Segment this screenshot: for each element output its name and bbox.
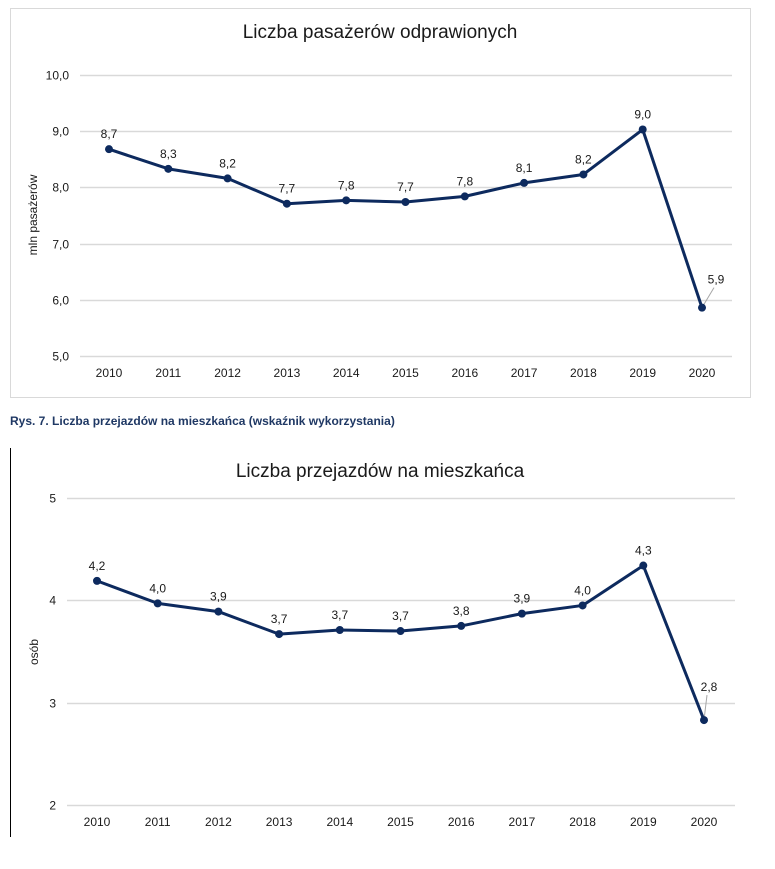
data-point: [335, 626, 344, 635]
chart-title: Liczba przejazdów na mieszkańca: [236, 461, 525, 482]
x-tick-label: 2020: [691, 815, 718, 829]
y-axis-label: osób: [27, 639, 41, 665]
x-tick-label: 2013: [266, 815, 293, 829]
x-tick-label: 2016: [448, 815, 475, 829]
data-label: 7,8: [338, 178, 355, 192]
x-tick-label: 2019: [630, 815, 657, 829]
x-tick-label: 2011: [155, 366, 181, 380]
data-label: 3,7: [271, 612, 288, 626]
data-label: 2,8: [701, 680, 718, 694]
data-label: 8,3: [160, 147, 177, 161]
data-point: [214, 607, 223, 616]
data-label: 7,7: [279, 182, 296, 196]
y-tick-label: 2: [49, 799, 56, 813]
data-point: [639, 561, 648, 570]
x-tick-label: 2014: [326, 815, 353, 829]
data-point: [93, 576, 101, 585]
data-point: [579, 170, 588, 179]
y-tick-label: 9,0: [52, 125, 69, 139]
data-point: [153, 599, 162, 608]
data-label: 5,9: [708, 273, 725, 287]
data-point: [698, 303, 706, 312]
x-tick-label: 2020: [689, 366, 716, 380]
data-label: 4,0: [574, 583, 591, 597]
data-label: 8,2: [219, 156, 236, 170]
data-label: 3,7: [392, 609, 409, 623]
data-point: [164, 164, 173, 173]
data-point: [700, 716, 708, 725]
data-label: 8,2: [575, 152, 592, 166]
data-point: [517, 609, 526, 618]
figure-caption: Rys. 7. Liczba przejazdów na mieszkańca …: [10, 414, 395, 428]
x-tick-label: 2010: [96, 366, 123, 380]
data-point: [401, 198, 410, 207]
data-point: [578, 601, 587, 610]
data-point: [638, 125, 647, 134]
x-tick-label: 2013: [274, 366, 301, 380]
x-tick-label: 2010: [84, 815, 111, 829]
chart-frame: [10, 8, 751, 398]
y-axis-label: mln pasażerów: [26, 174, 40, 255]
x-tick-label: 2018: [570, 366, 597, 380]
x-tick-label: 2011: [145, 815, 171, 829]
data-point: [396, 627, 405, 636]
data-label: 4,3: [635, 544, 652, 558]
data-label: 3,8: [453, 604, 470, 618]
y-tick-label: 8,0: [52, 181, 69, 195]
data-label: 3,9: [514, 592, 531, 606]
data-label: 8,1: [516, 161, 533, 175]
data-label: 4,0: [149, 581, 166, 595]
y-tick-label: 3: [49, 697, 56, 711]
data-point: [460, 192, 469, 201]
x-tick-label: 2015: [387, 815, 414, 829]
data-point: [275, 630, 284, 639]
x-tick-label: 2012: [214, 366, 241, 380]
y-tick-label: 7,0: [52, 238, 69, 252]
x-tick-label: 2017: [509, 815, 536, 829]
data-label: 3,7: [331, 608, 348, 622]
data-label: 3,9: [210, 590, 227, 604]
x-tick-label: 2017: [511, 366, 538, 380]
y-tick-label: 10,0: [46, 69, 70, 83]
x-tick-label: 2012: [205, 815, 232, 829]
chart-passengers: Liczba pasażerów odprawionych mln pasaże…: [10, 8, 751, 398]
x-tick-label: 2019: [629, 366, 656, 380]
data-point: [457, 621, 466, 630]
data-label: 7,8: [456, 174, 473, 188]
leader-line: [703, 695, 708, 721]
data-point: [342, 196, 351, 205]
data-label: 7,7: [397, 180, 414, 194]
data-label: 4,2: [89, 559, 106, 573]
y-tick-label: 5: [49, 492, 56, 506]
x-tick-label: 2018: [569, 815, 596, 829]
data-point: [520, 178, 529, 187]
chart-title: Liczba pasażerów odprawionych: [243, 22, 518, 43]
x-tick-label: 2014: [333, 366, 360, 380]
y-tick-label: 4: [49, 594, 56, 608]
data-label: 9,0: [634, 108, 651, 122]
data-point: [105, 145, 113, 154]
y-tick-label: 5,0: [52, 350, 69, 364]
x-tick-label: 2015: [392, 366, 419, 380]
y-tick-label: 6,0: [52, 294, 69, 308]
data-label: 8,7: [101, 127, 118, 141]
data-point: [282, 199, 291, 208]
chart-trips-per-resident: Liczba przejazdów na mieszkańca osób 2 3 4…: [10, 448, 735, 837]
series-line: [96, 564, 706, 721]
data-point: [223, 174, 232, 183]
x-tick-label: 2016: [451, 366, 478, 380]
